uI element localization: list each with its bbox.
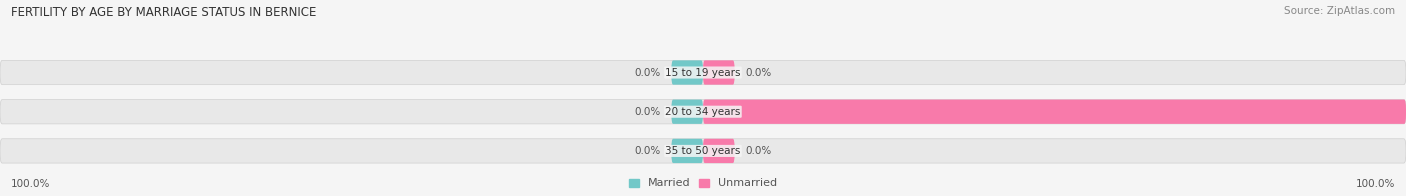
Text: 100.0%: 100.0% [1355, 179, 1395, 189]
Text: FERTILITY BY AGE BY MARRIAGE STATUS IN BERNICE: FERTILITY BY AGE BY MARRIAGE STATUS IN B… [11, 6, 316, 19]
FancyBboxPatch shape [703, 60, 734, 85]
Text: 0.0%: 0.0% [634, 107, 661, 117]
FancyBboxPatch shape [672, 60, 703, 85]
FancyBboxPatch shape [672, 139, 703, 163]
Text: 0.0%: 0.0% [745, 146, 772, 156]
FancyBboxPatch shape [0, 60, 1406, 85]
FancyBboxPatch shape [0, 139, 1406, 163]
FancyBboxPatch shape [672, 100, 703, 124]
Legend: Married, Unmarried: Married, Unmarried [628, 179, 778, 189]
FancyBboxPatch shape [0, 100, 1406, 124]
Text: 0.0%: 0.0% [745, 67, 772, 78]
FancyBboxPatch shape [703, 100, 1406, 124]
Text: 35 to 50 years: 35 to 50 years [665, 146, 741, 156]
Text: Source: ZipAtlas.com: Source: ZipAtlas.com [1284, 6, 1395, 16]
FancyBboxPatch shape [703, 139, 734, 163]
Text: 0.0%: 0.0% [634, 67, 661, 78]
Text: 20 to 34 years: 20 to 34 years [665, 107, 741, 117]
Text: 0.0%: 0.0% [634, 146, 661, 156]
Text: 100.0%: 100.0% [11, 179, 51, 189]
Text: 15 to 19 years: 15 to 19 years [665, 67, 741, 78]
